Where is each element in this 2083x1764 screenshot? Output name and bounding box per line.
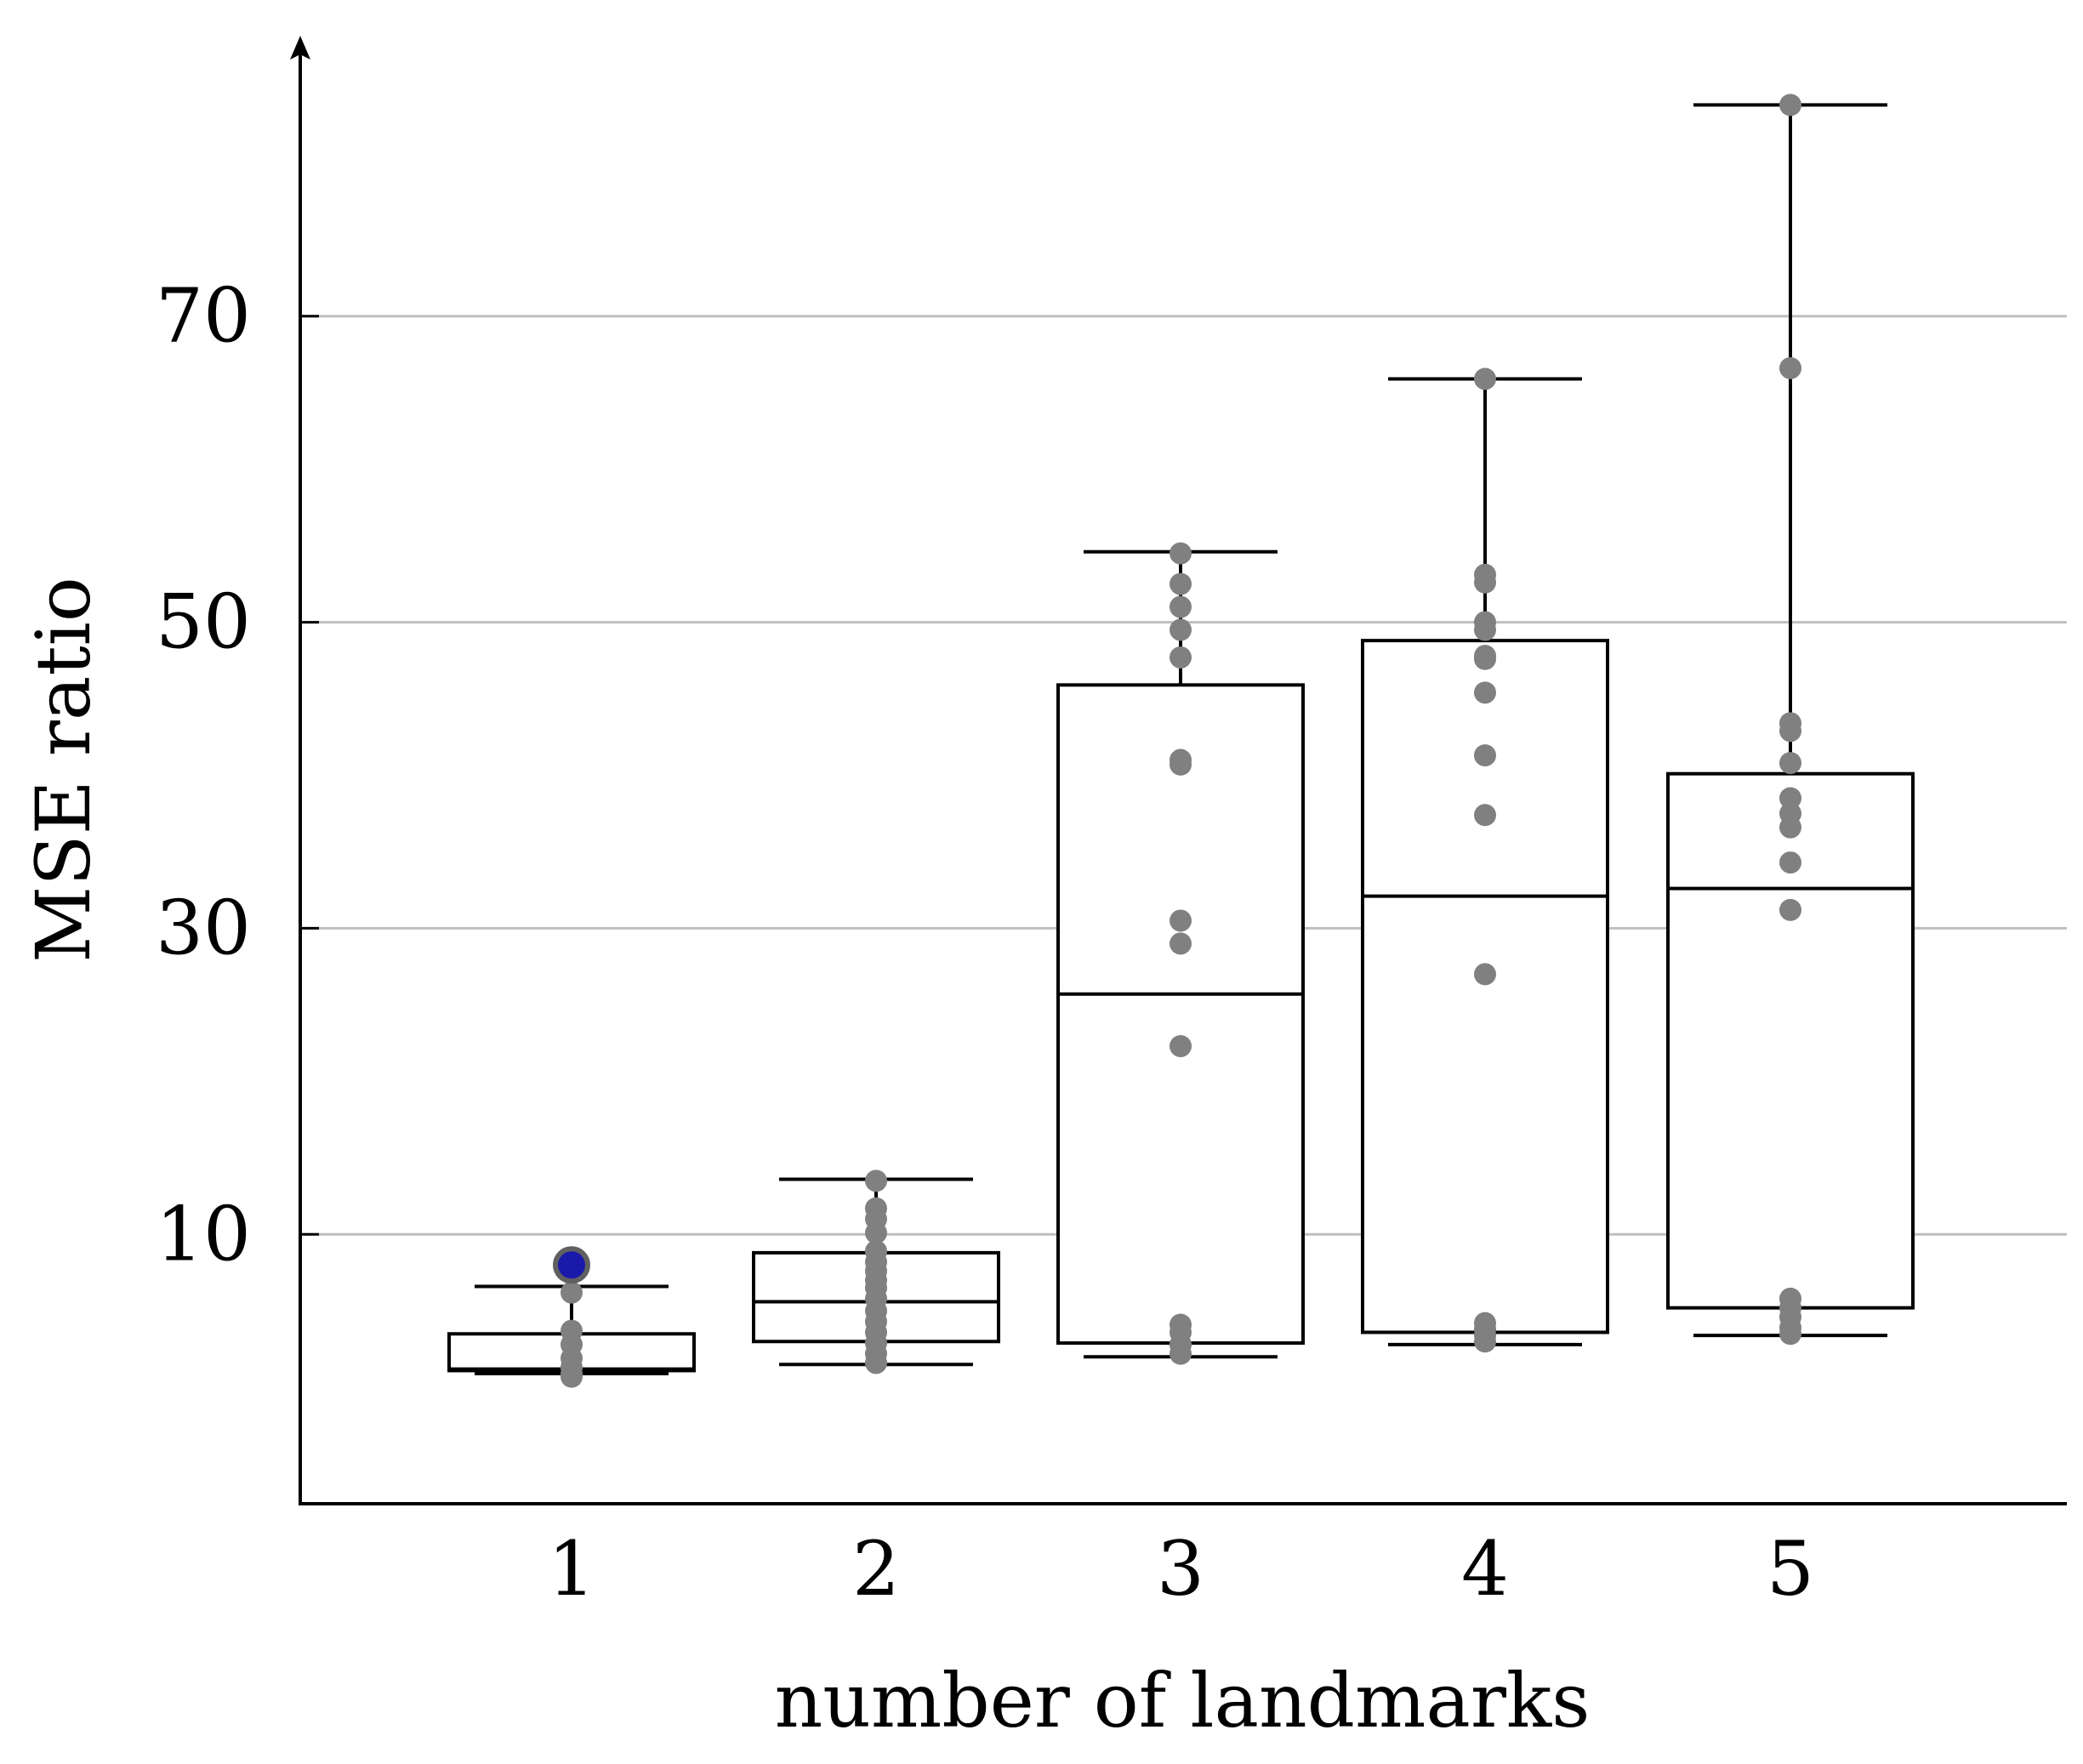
data-point <box>1170 572 1192 595</box>
data-point <box>1170 646 1192 669</box>
data-point <box>1474 1330 1496 1353</box>
data-point <box>1474 963 1496 986</box>
data-point <box>561 1281 583 1304</box>
data-point <box>1474 367 1496 390</box>
data-point <box>1779 851 1801 874</box>
boxes <box>447 103 1915 1376</box>
data-point <box>1170 618 1192 641</box>
data-point <box>1779 816 1801 839</box>
outlier-point <box>553 1246 590 1284</box>
data-point <box>1779 1323 1801 1346</box>
x-tick-label: 1 <box>548 1525 595 1613</box>
data-point <box>1170 909 1192 932</box>
data-point <box>1779 720 1801 743</box>
x-tick-labels: 1 2 3 4 5 <box>548 1525 1814 1613</box>
axes <box>290 36 2067 1505</box>
data-point <box>1170 932 1192 955</box>
y-tick-label: 50 <box>156 578 251 666</box>
data-point <box>1170 595 1192 618</box>
data-point <box>1170 753 1192 776</box>
x-tick-label: 2 <box>852 1525 900 1613</box>
data-point <box>1474 681 1496 704</box>
data-point <box>1474 571 1496 594</box>
data-point <box>561 1365 583 1388</box>
data-point <box>1474 647 1496 670</box>
data-point <box>1779 752 1801 775</box>
data-point <box>1170 1034 1192 1057</box>
data-points <box>553 94 1801 1388</box>
data-point <box>1779 787 1801 810</box>
y-tick-labels: 10 30 50 70 <box>156 272 251 1278</box>
data-point <box>1474 804 1496 827</box>
y-tick-label: 10 <box>156 1190 251 1277</box>
data-point <box>865 1221 887 1244</box>
data-point <box>1779 356 1801 379</box>
data-point <box>1474 744 1496 767</box>
x-tick-label: 5 <box>1767 1525 1814 1613</box>
y-tick-label: 70 <box>156 272 251 360</box>
data-point <box>865 1169 887 1192</box>
data-point <box>865 1351 887 1374</box>
y-axis-arrow-icon <box>290 36 310 60</box>
data-point <box>1170 542 1192 565</box>
x-axis-label: number of landmarks <box>775 1657 1591 1744</box>
data-point <box>1474 618 1496 641</box>
box-iqr <box>1056 683 1305 1346</box>
x-tick-label: 3 <box>1157 1525 1204 1613</box>
data-point <box>1170 1342 1192 1365</box>
y-axis-label: MSE ratio <box>20 577 107 963</box>
y-tick-label: 30 <box>156 884 251 971</box>
x-tick-label: 4 <box>1461 1525 1509 1613</box>
data-point <box>1779 94 1801 117</box>
data-point <box>1779 898 1801 921</box>
